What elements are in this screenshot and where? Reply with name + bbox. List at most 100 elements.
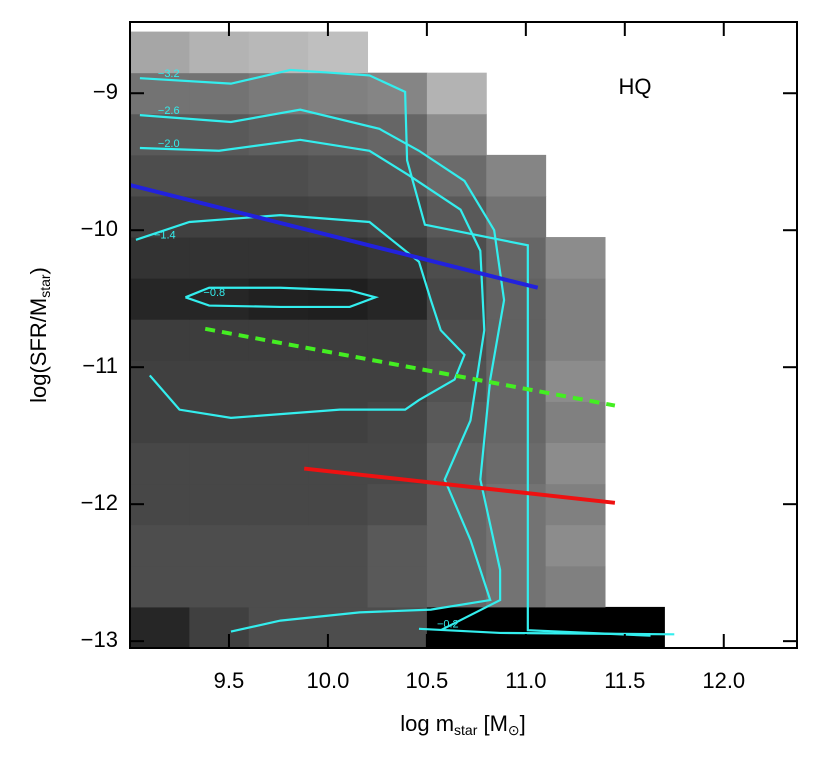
contour — [185, 286, 380, 309]
heatmap-cell — [189, 237, 250, 279]
label-part: ) — [26, 267, 51, 274]
heatmap-cell — [248, 278, 309, 320]
heatmap-cell — [308, 278, 369, 320]
heatmap-cell — [189, 31, 250, 74]
heatmap-cell — [248, 606, 309, 648]
label-part: ⊙ — [508, 722, 520, 738]
heatmap-cell — [545, 237, 606, 279]
heatmap-cell — [367, 483, 428, 526]
heatmap-cell — [130, 319, 190, 361]
heatmap-cell — [367, 154, 428, 197]
heatmap-cell — [308, 401, 369, 444]
heatmap-cell — [486, 524, 547, 567]
label-part: log(SFR/M — [26, 298, 51, 403]
plot-area: −0.8 −1.4 −2.0 −2.6 −3.2 −0.2 — [129, 21, 798, 649]
label-part: star — [454, 722, 478, 738]
contour-label: −2.0 — [158, 138, 180, 150]
x-tick-label: 10.0 — [307, 668, 350, 693]
label-part: [M — [477, 711, 508, 736]
heatmap-cell — [248, 565, 309, 608]
heatmap-cell — [130, 606, 190, 648]
heatmap-cell — [486, 154, 547, 197]
heatmap-cell — [189, 483, 250, 526]
heatmap-cell — [426, 278, 487, 320]
heatmap-cell — [308, 360, 369, 402]
heatmap-cell — [545, 401, 606, 444]
heatmap-cell — [189, 524, 250, 567]
heatmap-cell — [367, 524, 428, 567]
heatmap-cell — [189, 360, 250, 402]
heatmap-cell — [248, 72, 309, 115]
heatmap-cell — [308, 524, 369, 567]
fit-line — [130, 183, 539, 290]
label-part: ] — [520, 711, 526, 736]
label-part: star — [37, 274, 53, 298]
heatmap-cell — [130, 565, 190, 608]
y-axis-label: log(SFR/Mstar) — [26, 267, 53, 403]
heatmap-cell — [308, 154, 369, 197]
heatmap-cell — [308, 31, 369, 74]
heatmap-cell — [189, 154, 250, 197]
heatmap-cell — [426, 483, 487, 526]
heatmap-cell — [308, 442, 369, 485]
heatmap-cell — [426, 401, 487, 444]
heatmap-cell — [545, 524, 606, 567]
y-tick-label: −10 — [81, 216, 118, 241]
heatmap-cell — [426, 442, 487, 485]
heatmap-cell — [308, 565, 369, 608]
heatmap-cell — [545, 278, 606, 320]
heatmap-cell — [545, 565, 606, 608]
contour — [135, 214, 466, 419]
heatmap-cell — [367, 113, 428, 156]
heatmap-cell — [308, 483, 369, 526]
heatmap-cell — [130, 442, 190, 485]
y-tick-label: −11 — [82, 353, 118, 378]
heatmap-cell — [189, 565, 250, 608]
heatmap-cell — [248, 442, 309, 485]
heatmap-cell — [367, 565, 428, 608]
heatmap-cell — [545, 442, 606, 485]
heatmap-cell — [130, 524, 190, 567]
heatmap-cell — [486, 278, 547, 320]
heatmap-cell — [130, 154, 190, 197]
heatmap-cell — [367, 278, 428, 320]
contour-label: −1.4 — [154, 230, 176, 242]
y-tick-label: −12 — [81, 490, 118, 515]
heatmap-cell — [189, 278, 250, 320]
contour — [139, 68, 651, 637]
heatmap-cell — [308, 319, 369, 361]
heatmap-cell — [426, 72, 487, 115]
contour — [139, 138, 492, 633]
heatmap-cell — [248, 113, 309, 156]
contour-label: −3.2 — [158, 68, 180, 80]
heatmap-cell — [189, 442, 250, 485]
x-tick-label: 9.5 — [214, 668, 245, 693]
fit-line — [204, 326, 616, 408]
contour — [418, 627, 675, 636]
heatmap-cell — [248, 483, 309, 526]
heatmap-cell — [189, 401, 250, 444]
heatmap-cell — [130, 31, 190, 74]
x-tick-label: 10.5 — [405, 668, 448, 693]
heatmap-cell — [130, 401, 190, 444]
y-tick-label: −13 — [81, 627, 118, 652]
heatmap-cell — [189, 319, 250, 361]
label-part: log m — [400, 711, 454, 736]
heatmap-cell — [545, 319, 606, 361]
heatmap-cell — [486, 442, 547, 485]
annotation: HQ — [619, 74, 652, 99]
heatmap-cell — [367, 319, 428, 361]
fit-line — [303, 466, 616, 505]
heatmap-cell — [248, 401, 309, 444]
heatmap-cell — [486, 360, 547, 402]
contour-label: −2.6 — [158, 105, 180, 117]
heatmap-cell — [426, 319, 487, 361]
heatmap-cell — [189, 72, 250, 115]
heatmap-cell — [248, 31, 309, 74]
heatmap-cell — [130, 237, 190, 279]
heatmap-cell — [426, 606, 487, 648]
heatmap-cell — [486, 606, 547, 648]
y-tick-label: −9 — [93, 79, 118, 104]
